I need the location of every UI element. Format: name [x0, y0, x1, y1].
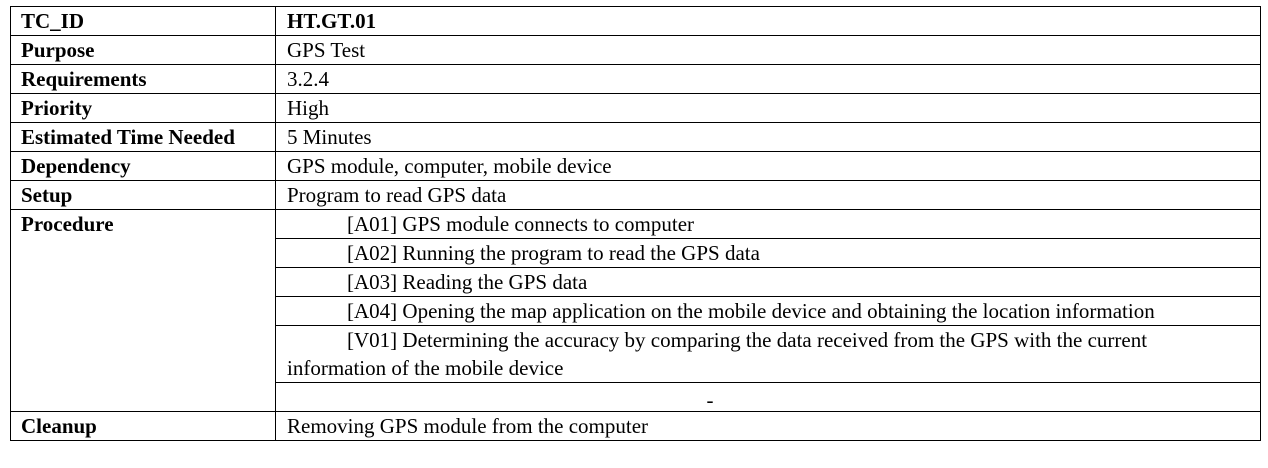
dependency-value: GPS module, computer, mobile device [275, 151, 1261, 181]
procedure-step-empty: - [276, 383, 1260, 412]
setup-label: Setup [10, 180, 276, 210]
procedure-step-text: [A04] Opening the map application on the… [347, 299, 1155, 323]
estimated-time-value: 5 Minutes [275, 122, 1261, 152]
procedure-step-a04: [A04] Opening the map application on the… [276, 297, 1260, 326]
row-procedure: Procedure [A01] GPS module connects to c… [10, 209, 1261, 412]
row-purpose: Purpose GPS Test [10, 35, 1261, 65]
priority-label: Priority [10, 93, 276, 123]
row-tc-id: TC_ID HT.GT.01 [10, 6, 1261, 36]
row-priority: Priority High [10, 93, 1261, 123]
procedure-step-a02: [A02] Running the program to read the GP… [276, 239, 1260, 268]
procedure-steps: [A01] GPS module connects to computer [A… [276, 210, 1260, 412]
row-cleanup: Cleanup Removing GPS module from the com… [10, 411, 1261, 441]
row-dependency: Dependency GPS module, computer, mobile … [10, 151, 1261, 181]
row-setup: Setup Program to read GPS data [10, 180, 1261, 210]
procedure-step-text: [A02] Running the program to read the GP… [347, 241, 760, 265]
procedure-step-a01: [A01] GPS module connects to computer [276, 210, 1260, 239]
procedure-step-text: [A03] Reading the GPS data [347, 270, 588, 294]
requirements-value: 3.2.4 [275, 64, 1261, 94]
procedure-step-dash: - [706, 388, 714, 412]
estimated-time-label: Estimated Time Needed [10, 122, 276, 152]
purpose-label: Purpose [10, 35, 276, 65]
procedure-steps-cell: [A01] GPS module connects to computer [A… [275, 209, 1261, 412]
tc-id-label: TC_ID [10, 6, 276, 36]
cleanup-value: Removing GPS module from the computer [275, 411, 1261, 441]
procedure-label: Procedure [10, 209, 276, 412]
procedure-step-text: [A01] GPS module connects to computer [347, 212, 695, 236]
row-requirements: Requirements 3.2.4 [10, 64, 1261, 94]
priority-value: High [275, 93, 1261, 123]
procedure-step-text: [V01] Determining the accuracy by compar… [287, 328, 1148, 380]
cleanup-label: Cleanup [10, 411, 276, 441]
row-estimated-time: Estimated Time Needed 5 Minutes [10, 122, 1261, 152]
procedure-step-v01: [V01] Determining the accuracy by compar… [276, 326, 1260, 383]
tc-id-value: HT.GT.01 [275, 6, 1261, 36]
requirements-label: Requirements [10, 64, 276, 94]
procedure-step-a03: [A03] Reading the GPS data [276, 268, 1260, 297]
purpose-value: GPS Test [275, 35, 1261, 65]
test-case-table: TC_ID HT.GT.01 Purpose GPS Test Requirem… [10, 6, 1261, 441]
setup-value: Program to read GPS data [275, 180, 1261, 210]
dependency-label: Dependency [10, 151, 276, 181]
